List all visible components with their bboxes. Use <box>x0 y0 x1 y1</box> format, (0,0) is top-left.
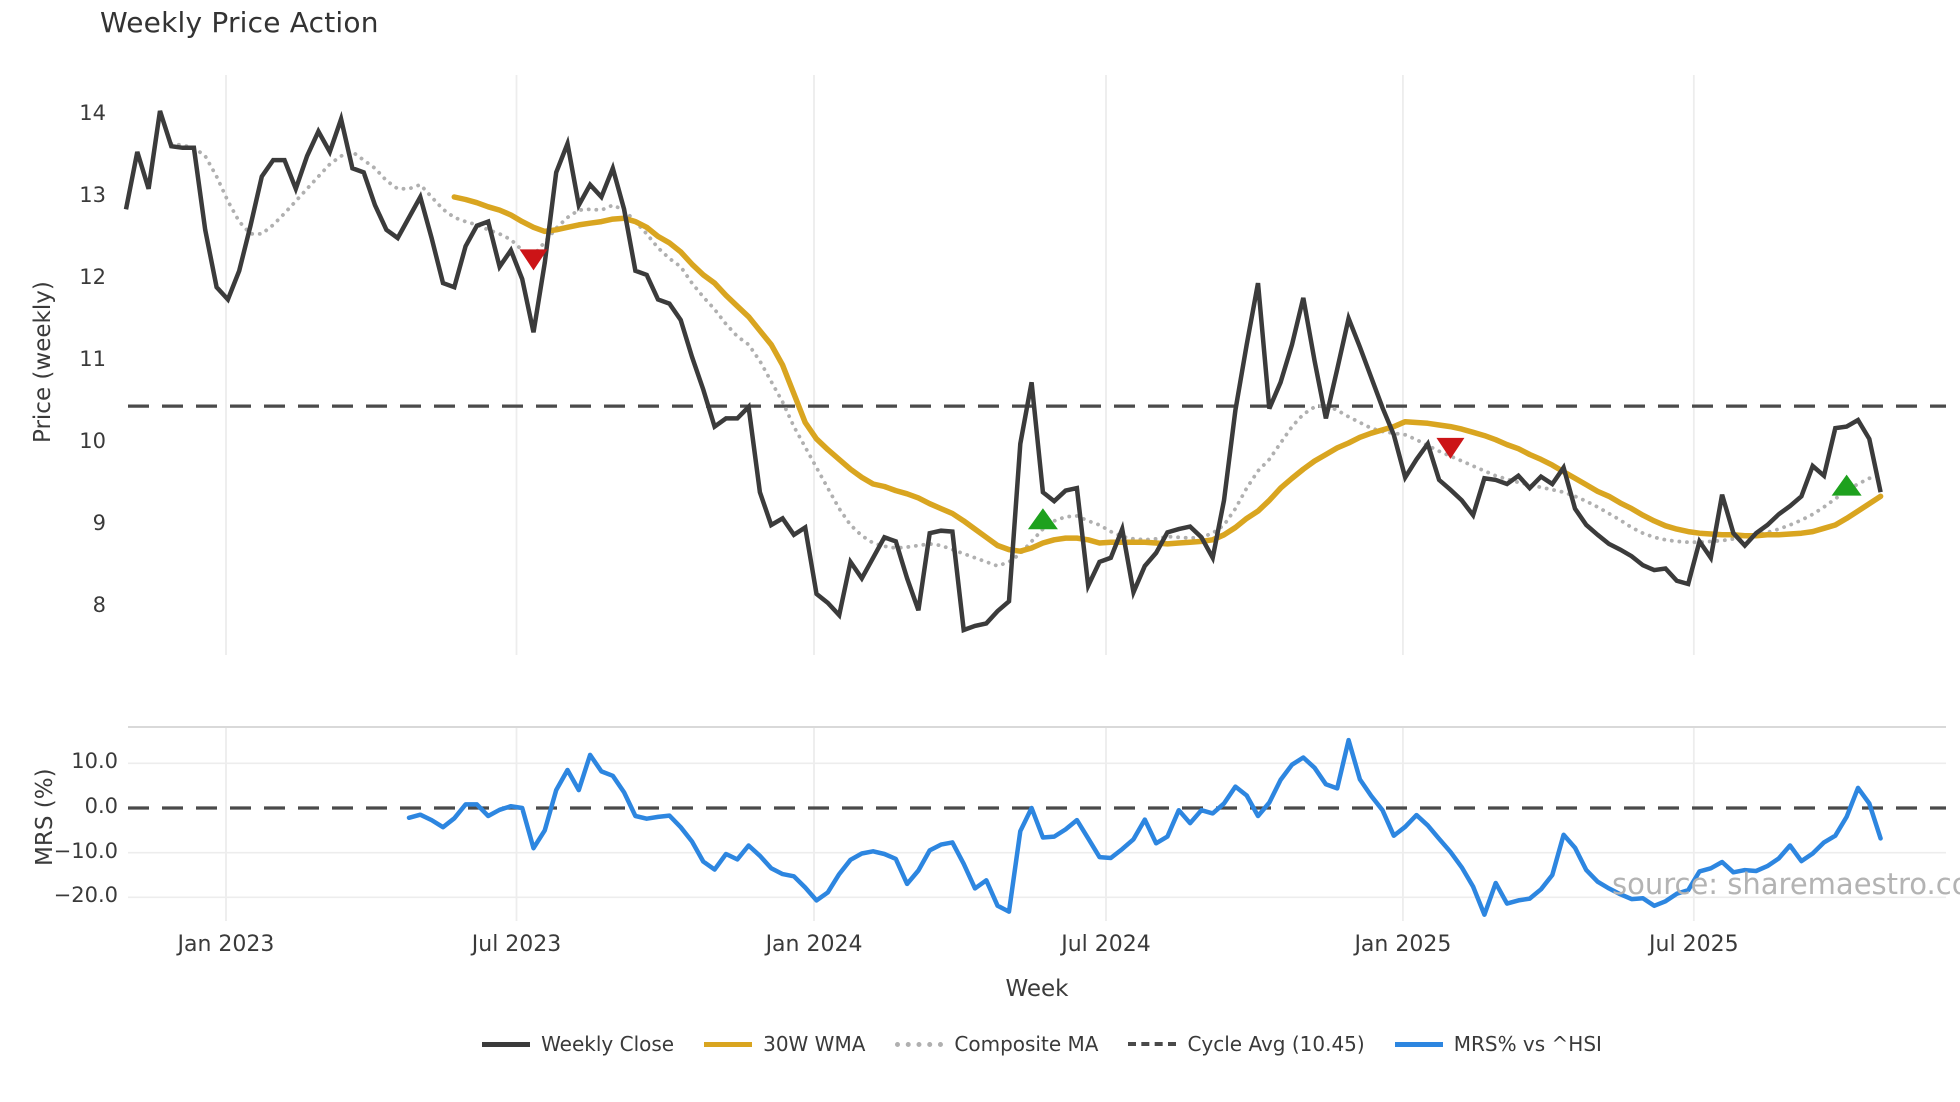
x-tick-label: Jul 2023 <box>471 932 562 957</box>
buy-signal-icon <box>1027 508 1058 530</box>
legend-label: Composite MA <box>954 1032 1099 1056</box>
legend-item-composite-ma: Composite MA <box>895 1032 1098 1056</box>
sell-signal-icon <box>519 249 548 271</box>
legend-item-weekly-close: Weekly Close <box>482 1032 674 1056</box>
legend-label: Cycle Avg (10.45) <box>1187 1032 1365 1056</box>
buy-signal-icon <box>1831 474 1862 496</box>
mrs-tick-label: −10.0 <box>53 838 118 863</box>
wma-line-swatch-icon <box>704 1041 753 1047</box>
mrs-line-swatch-icon <box>1394 1041 1443 1047</box>
mrs-tick-label: 0.0 <box>84 794 118 818</box>
price-tick-label: 9 <box>92 511 106 535</box>
legend-label: Weekly Close <box>541 1032 675 1056</box>
legend: Weekly Close 30W WMA Composite MA Cycle … <box>62 1032 1960 1056</box>
price-tick-label: 13 <box>79 183 106 207</box>
page-title: Weekly Price Action <box>100 6 379 39</box>
price-tick-label: 8 <box>92 593 106 617</box>
cycle-avg-line-swatch-icon <box>1128 1042 1177 1046</box>
composite-ma-line-swatch-icon <box>895 1041 944 1047</box>
x-tick-label: Jul 2024 <box>1061 932 1151 957</box>
series-30w-wma <box>451 194 1884 554</box>
legend-item-mrs: MRS% vs ^HSI <box>1394 1032 1602 1056</box>
mrs-tick-label: −20.0 <box>53 883 118 908</box>
x-axis-title: Week <box>1005 976 1069 1002</box>
price-tick-label: 11 <box>79 347 106 371</box>
watermark: source: sharemaestro.com <box>1612 867 1960 901</box>
weekly-close-line-swatch-icon <box>482 1041 531 1047</box>
x-tick-label: Jul 2025 <box>1649 932 1739 957</box>
price-tick-label: 12 <box>79 265 106 289</box>
sell-signal-icon <box>1436 437 1465 459</box>
x-tick-label: Jan 2023 <box>177 932 275 957</box>
series-mrs <box>406 737 1883 917</box>
legend-label: 30W WMA <box>763 1032 866 1056</box>
legend-item-cycle-avg: Cycle Avg (10.45) <box>1128 1032 1365 1056</box>
legend-item-30w-wma: 30W WMA <box>704 1032 865 1056</box>
legend-label: MRS% vs ^HSI <box>1453 1032 1602 1056</box>
x-tick-label: Jan 2025 <box>1354 932 1452 957</box>
x-tick-label: Jan 2024 <box>765 932 863 957</box>
price-tick-label: 10 <box>79 429 106 453</box>
series-weekly-close <box>123 110 1883 634</box>
mrs-tick-label: 10.0 <box>71 749 118 774</box>
price-tick-label: 14 <box>79 101 106 125</box>
